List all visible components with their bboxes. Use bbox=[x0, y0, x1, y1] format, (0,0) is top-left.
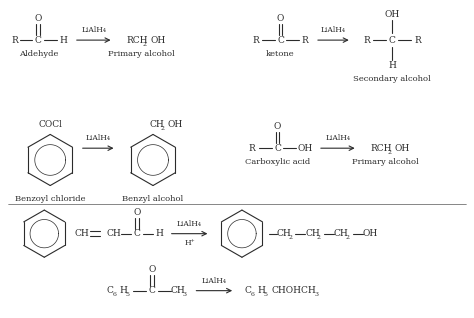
Text: CHOHCH: CHOHCH bbox=[272, 286, 316, 295]
Text: H: H bbox=[59, 36, 67, 45]
Text: C: C bbox=[389, 36, 396, 45]
Text: Benzoyl chloride: Benzoyl chloride bbox=[15, 195, 85, 203]
Text: CH: CH bbox=[107, 229, 121, 238]
Text: H: H bbox=[258, 286, 265, 295]
Text: Primary alcohol: Primary alcohol bbox=[108, 50, 174, 58]
Text: COCl: COCl bbox=[38, 120, 62, 129]
Text: Benzyl alcohol: Benzyl alcohol bbox=[122, 195, 183, 203]
Text: 2: 2 bbox=[387, 150, 391, 155]
Text: R: R bbox=[248, 144, 255, 153]
Text: CH: CH bbox=[305, 229, 320, 238]
Text: 2: 2 bbox=[317, 235, 321, 240]
Text: 2: 2 bbox=[288, 235, 292, 240]
Text: 3: 3 bbox=[182, 292, 187, 297]
Text: C: C bbox=[148, 286, 155, 295]
Text: LiAlH₄: LiAlH₄ bbox=[325, 135, 350, 142]
Text: 3: 3 bbox=[314, 292, 318, 297]
Text: R: R bbox=[302, 36, 309, 45]
Text: RCH: RCH bbox=[126, 36, 148, 45]
Text: CH: CH bbox=[334, 229, 348, 238]
Text: OH: OH bbox=[363, 229, 378, 238]
Text: Carboxylic acid: Carboxylic acid bbox=[245, 158, 310, 166]
Text: C: C bbox=[107, 286, 113, 295]
Text: Aldehyde: Aldehyde bbox=[18, 50, 58, 58]
Text: CH: CH bbox=[149, 120, 164, 129]
Text: R: R bbox=[252, 36, 259, 45]
Text: OH: OH bbox=[384, 10, 400, 19]
Text: C: C bbox=[35, 36, 42, 45]
Text: H: H bbox=[155, 229, 163, 238]
Text: 5: 5 bbox=[125, 292, 129, 297]
Text: C: C bbox=[245, 286, 252, 295]
Text: 5: 5 bbox=[264, 292, 268, 297]
Text: C: C bbox=[274, 144, 281, 153]
Text: OH: OH bbox=[394, 144, 410, 153]
Text: H: H bbox=[388, 61, 396, 70]
Text: 2: 2 bbox=[143, 42, 147, 46]
Text: LiAlH₄: LiAlH₄ bbox=[202, 277, 227, 285]
Text: OH: OH bbox=[150, 36, 165, 45]
Text: LiAlH₄: LiAlH₄ bbox=[177, 220, 202, 228]
Text: CH: CH bbox=[276, 229, 292, 238]
Text: R: R bbox=[11, 36, 18, 45]
Text: CH: CH bbox=[171, 286, 185, 295]
Text: ketone: ketone bbox=[266, 50, 295, 58]
Text: LiAlH₄: LiAlH₄ bbox=[85, 135, 110, 142]
Text: O: O bbox=[148, 265, 155, 273]
Text: CH: CH bbox=[75, 229, 90, 238]
Text: 6: 6 bbox=[251, 292, 255, 297]
Text: H⁺: H⁺ bbox=[184, 239, 195, 247]
Text: O: O bbox=[277, 14, 284, 23]
Text: LiAlH₄: LiAlH₄ bbox=[81, 26, 106, 34]
Text: LiAlH₄: LiAlH₄ bbox=[320, 26, 346, 34]
Text: RCH: RCH bbox=[370, 144, 392, 153]
Text: O: O bbox=[274, 122, 281, 131]
Text: C: C bbox=[134, 229, 141, 238]
Text: 2: 2 bbox=[161, 126, 165, 131]
Text: OH: OH bbox=[168, 120, 183, 129]
Text: H: H bbox=[119, 286, 128, 295]
Text: O: O bbox=[134, 208, 141, 217]
Text: Primary alcohol: Primary alcohol bbox=[352, 158, 419, 166]
Text: R: R bbox=[414, 36, 421, 45]
Text: OH: OH bbox=[298, 144, 313, 153]
Text: 6: 6 bbox=[112, 292, 117, 297]
Text: R: R bbox=[363, 36, 370, 45]
Text: Secondary alcohol: Secondary alcohol bbox=[353, 75, 431, 83]
Text: 2: 2 bbox=[346, 235, 350, 240]
Text: C: C bbox=[277, 36, 284, 45]
Text: O: O bbox=[35, 14, 42, 23]
